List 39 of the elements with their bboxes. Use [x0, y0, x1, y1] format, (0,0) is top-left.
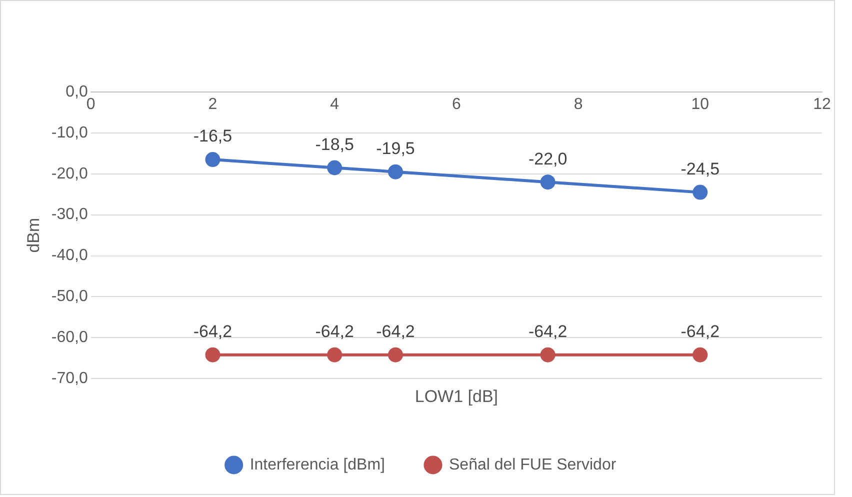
x-tick-label: 6 [452, 96, 461, 114]
point [327, 160, 342, 176]
x-tick-label: 2 [208, 96, 218, 114]
x-tick-label: 12 [813, 96, 831, 114]
x-tick-label: 4 [330, 96, 340, 114]
y-tick-label: -20,0 [51, 165, 88, 182]
legend-label: Interferencia [dBm] [250, 456, 385, 474]
point [388, 347, 404, 362]
data-label: -18,5 [315, 134, 354, 154]
data-label: -19,5 [376, 139, 415, 158]
y-tick-label: -40,0 [51, 247, 88, 264]
legend-label: Señal del FUE Servidor [448, 456, 617, 474]
data-label: -64,2 [376, 322, 415, 342]
data-label: -64,2 [680, 322, 720, 342]
point [205, 152, 220, 168]
data-label: -22,0 [528, 149, 568, 168]
x-tick-label: 0 [86, 96, 96, 114]
point [540, 347, 556, 362]
y-tick-label: -30,0 [51, 206, 88, 224]
data-label: -64,2 [528, 322, 568, 342]
x-tick-label: 10 [691, 96, 710, 114]
data-label: -64,2 [193, 322, 232, 342]
point [692, 184, 708, 200]
point [327, 347, 342, 362]
point [692, 347, 708, 362]
x-axis-title: LOW1 [dB] [414, 386, 498, 406]
data-label: -16,5 [193, 126, 232, 146]
data-label: -64,2 [315, 322, 354, 342]
point [388, 164, 404, 180]
y-tick-label: -60,0 [51, 329, 88, 346]
y-axis-title: dBm [24, 218, 43, 253]
point [205, 347, 220, 362]
y-tick-label: -70,0 [51, 370, 88, 388]
y-tick-label: 0,0 [66, 83, 88, 100]
data-label: -24,5 [680, 159, 720, 178]
y-tick-label: -10,0 [51, 124, 88, 142]
x-tick-label: 8 [574, 96, 583, 114]
y-tick-label: -50,0 [51, 288, 88, 306]
point [540, 174, 556, 190]
